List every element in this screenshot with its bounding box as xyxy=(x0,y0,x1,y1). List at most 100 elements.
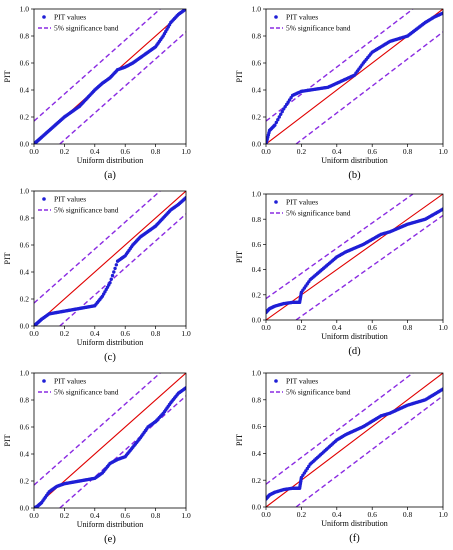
legend-label-pit: PIT values xyxy=(286,198,318,207)
y-tick-label: 1.0 xyxy=(20,5,30,14)
x-tick-label: 0.8 xyxy=(151,511,161,520)
x-tick-label: 0.2 xyxy=(297,323,307,332)
y-axis-label: PIT xyxy=(235,251,244,263)
x-tick-label: 1.0 xyxy=(438,323,448,332)
x-tick-label: 0.0 xyxy=(261,147,271,156)
x-tick-label: 0.2 xyxy=(60,511,70,520)
pit-point xyxy=(277,115,281,119)
x-tick-label: 0.0 xyxy=(29,511,39,520)
x-tick-label: 0.2 xyxy=(60,147,70,156)
y-tick-label: 0.0 xyxy=(252,503,262,512)
x-tick-label: 0.8 xyxy=(151,147,161,156)
axes-frame xyxy=(33,372,187,509)
plot-area xyxy=(34,191,186,326)
x-tick-label: 0.2 xyxy=(60,329,70,338)
y-tick-label: 0.0 xyxy=(20,322,30,331)
y-tick-label: 0.6 xyxy=(252,240,262,249)
lower-band-line xyxy=(295,31,443,144)
pit-point xyxy=(184,9,186,11)
pit-point xyxy=(184,196,186,200)
x-tick-label: 0.6 xyxy=(368,510,378,519)
legend-label-pit: PIT values xyxy=(286,377,318,386)
y-tick-label: 0.4 xyxy=(20,268,30,277)
legend-label-band: 5% significance band xyxy=(286,388,351,397)
x-tick-label: 0.8 xyxy=(403,323,413,332)
lower-band-line xyxy=(59,31,186,144)
y-tick-label: 0.4 xyxy=(252,449,262,458)
reference-diagonal-line xyxy=(34,191,186,326)
y-tick-label: 0.8 xyxy=(20,32,30,41)
axes-frame xyxy=(265,8,444,145)
pit-point xyxy=(274,120,279,125)
x-axis-label: Uniform distribution xyxy=(77,338,143,347)
y-tick-label: 0.8 xyxy=(20,214,30,223)
pit-point xyxy=(280,109,284,114)
pit-point xyxy=(441,387,443,391)
x-axis-label: Uniform distribution xyxy=(321,156,387,165)
legend-marker-pit xyxy=(274,200,278,204)
x-tick-label: 1.0 xyxy=(181,147,191,156)
x-tick-label: 0.0 xyxy=(29,147,39,156)
x-tick-label: 0.6 xyxy=(121,147,131,156)
x-tick-label: 0.6 xyxy=(121,511,131,520)
y-tick-label: 0.2 xyxy=(252,476,262,485)
x-tick-label: 0.0 xyxy=(29,329,39,338)
pit-point xyxy=(112,270,116,274)
y-axis-label: PIT xyxy=(235,70,244,82)
x-tick-label: 0.4 xyxy=(90,511,100,520)
x-tick-label: 0.4 xyxy=(332,510,342,519)
pit-point xyxy=(110,273,115,278)
y-axis-label: PIT xyxy=(3,70,12,82)
x-tick-label: 0.6 xyxy=(368,147,378,156)
y-tick-label: 1.0 xyxy=(20,187,30,196)
pit-point xyxy=(108,281,112,285)
y-tick-label: 0.0 xyxy=(252,140,262,149)
panel-label: (d) xyxy=(348,346,361,357)
chart-panel: 0.0 0.2 0.4 0.6 0.8 1.0 0.0 0.2 0.4 0.6 0.8 1.0 Unif… xyxy=(235,369,448,544)
y-tick-label: 0.0 xyxy=(20,504,30,513)
plot-area xyxy=(266,373,443,507)
chart-panel: 0.0 0.2 0.4 0.6 0.8 1.0 0.0 0.2 0.4 0.6 0.8 1.0 Unif… xyxy=(235,5,448,181)
x-tick-label: 0.8 xyxy=(151,329,161,338)
legend-label-band: 5% significance band xyxy=(286,24,351,33)
pit-point xyxy=(279,112,283,117)
x-axis-label: Uniform distribution xyxy=(77,520,143,529)
axes-frame xyxy=(265,372,444,508)
reference-diagonal-line xyxy=(266,194,443,320)
y-tick-label: 0.2 xyxy=(20,113,30,122)
x-tick-label: 0.4 xyxy=(332,323,342,332)
y-axis-label: PIT xyxy=(3,434,12,446)
legend-marker-pit xyxy=(42,15,46,19)
axes-frame xyxy=(33,190,187,327)
legend-label-pit: PIT values xyxy=(54,195,86,204)
upper-band-line xyxy=(266,373,414,485)
chart-panel: 0.0 0.2 0.4 0.6 0.8 1.0 0.0 0.2 0.4 0.6 0.8 1.0 Unif… xyxy=(235,190,448,357)
y-tick-label: 0.2 xyxy=(252,113,262,122)
x-axis-label: Uniform distribution xyxy=(321,332,387,341)
pit-point xyxy=(114,263,119,267)
x-tick-label: 1.0 xyxy=(438,510,448,519)
lower-band-line xyxy=(59,395,186,508)
chart-panel: 0.0 0.2 0.4 0.6 0.8 1.0 0.0 0.2 0.4 0.6 0.8 1.0 Unif… xyxy=(3,187,191,363)
y-tick-label: 0.8 xyxy=(252,32,262,41)
y-tick-label: 0.6 xyxy=(20,59,30,68)
y-tick-label: 0.8 xyxy=(252,215,262,224)
plot-area xyxy=(266,194,443,320)
y-tick-label: 0.2 xyxy=(20,477,30,486)
y-tick-label: 0.6 xyxy=(252,59,262,68)
plot-area xyxy=(34,373,186,508)
axes-frame xyxy=(33,8,187,145)
y-tick-label: 1.0 xyxy=(20,369,30,378)
y-tick-label: 0.2 xyxy=(252,290,262,299)
reference-diagonal-line xyxy=(266,373,443,507)
x-axis-label: Uniform distribution xyxy=(77,156,143,165)
y-tick-label: 0.0 xyxy=(252,316,262,325)
panel-label: (b) xyxy=(348,170,361,181)
x-tick-label: 0.6 xyxy=(368,323,378,332)
panel-label: (f) xyxy=(349,533,360,544)
lower-band-line xyxy=(295,214,443,320)
legend-marker-pit xyxy=(42,379,46,383)
legend-marker-pit xyxy=(274,15,278,19)
upper-band-line xyxy=(34,9,161,122)
